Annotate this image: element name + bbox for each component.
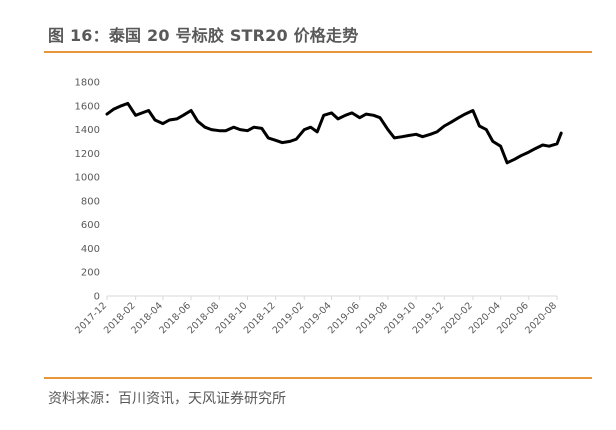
y-tick-label: 1200 <box>75 149 100 160</box>
bottom-accent-rule <box>44 377 592 379</box>
x-tick-label: 2020-08 <box>523 300 559 336</box>
top-accent-rule <box>44 51 592 53</box>
figure-title: 图 16：泰国 20 号标胶 STR20 价格走势 <box>48 26 359 45</box>
y-tick-label: 200 <box>81 268 100 279</box>
x-axis-ticks: 2017-122018-022018-042018-062018-082018-… <box>73 296 559 336</box>
y-tick-label: 1800 <box>75 78 100 89</box>
source-note: 资料来源：百川资讯，天风证券研究所 <box>48 391 286 407</box>
y-tick-label: 1400 <box>75 125 100 136</box>
y-tick-label: 400 <box>81 244 100 255</box>
y-tick-label: 800 <box>81 196 100 207</box>
y-tick-label: 600 <box>81 220 100 231</box>
price-line-chart: 0 200 400 600 800 1000 1200 1400 1600 1800 2017-1… <box>73 78 563 336</box>
y-tick-label: 1600 <box>75 101 100 112</box>
y-axis-ticks: 0 200 400 600 800 1000 1200 1400 1600 1800 <box>75 78 100 303</box>
y-tick-label: 0 <box>94 292 100 303</box>
y-tick-label: 1000 <box>75 173 100 184</box>
series-line-str20 <box>105 101 563 165</box>
